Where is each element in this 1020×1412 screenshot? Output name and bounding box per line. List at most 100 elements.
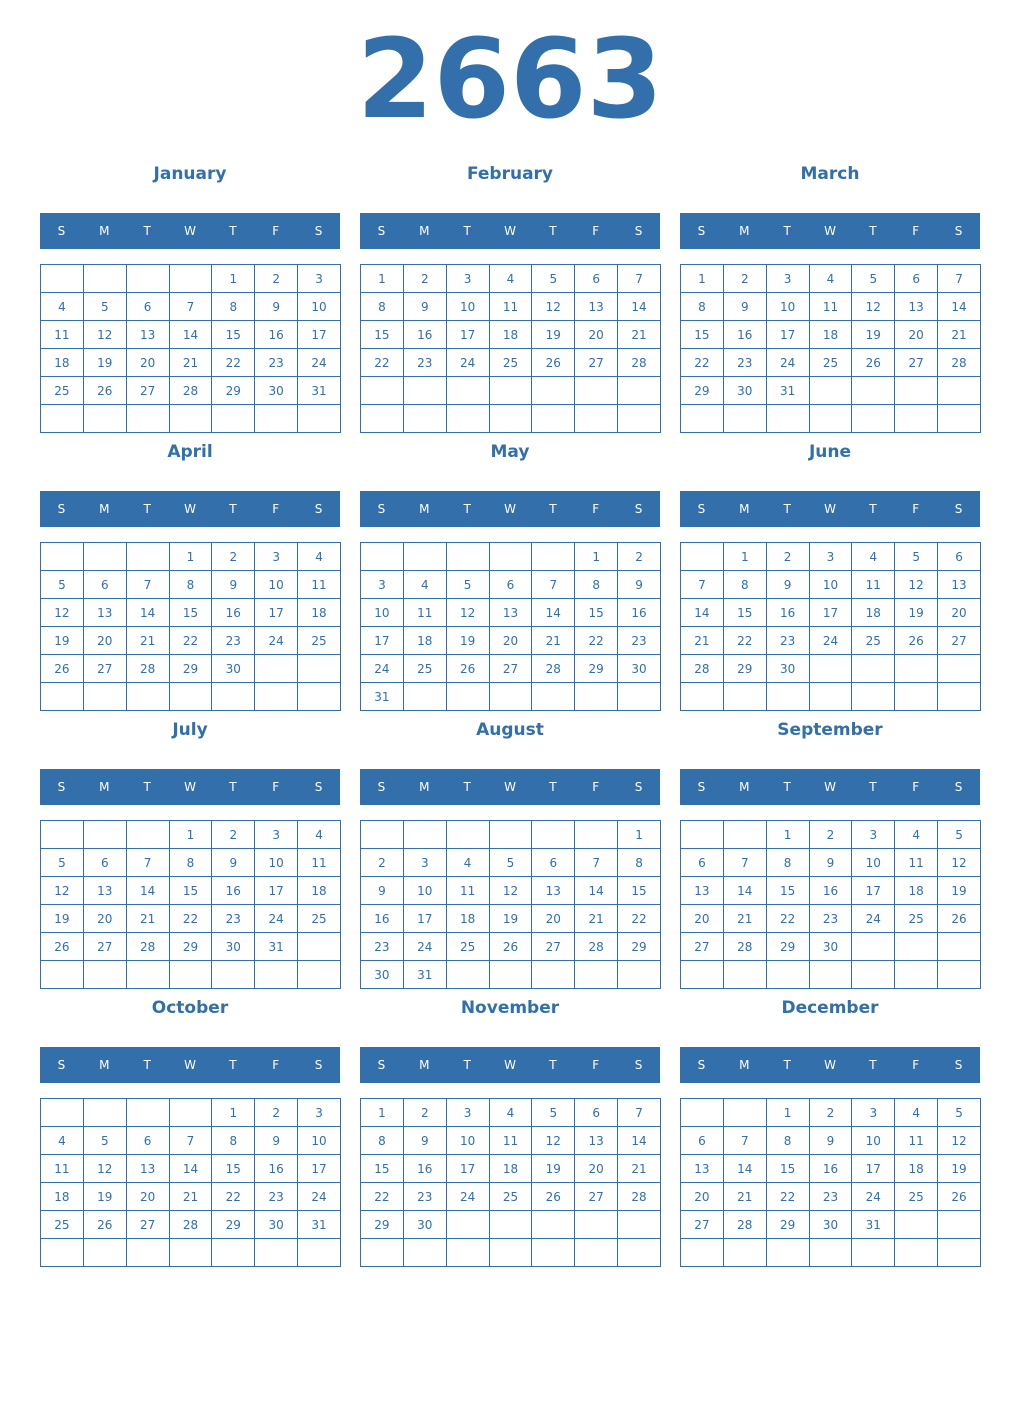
day-cell: 30 — [808, 932, 853, 961]
day-cell — [40, 960, 84, 989]
day-cell: 10 — [851, 1126, 896, 1155]
day-cell: 12 — [937, 1126, 981, 1155]
day-cell — [40, 820, 84, 849]
day-cell: 25 — [40, 376, 84, 405]
day-cell: 12 — [937, 848, 981, 877]
day-cell — [168, 264, 213, 293]
day-cell: 19 — [488, 904, 533, 933]
day-cell — [894, 376, 939, 405]
day-cell — [402, 820, 447, 849]
day-cell — [488, 376, 533, 405]
weekday-label: W — [504, 780, 516, 794]
day-cell: 22 — [360, 1182, 404, 1211]
day-cell: 1 — [360, 1098, 404, 1127]
day-cell: 13 — [488, 598, 533, 627]
day-cell — [851, 682, 896, 711]
day-cell: 2 — [254, 1098, 299, 1127]
day-cell: 5 — [445, 570, 490, 599]
day-cell: 7 — [125, 848, 170, 877]
week-row: 13 14 15 16 17 18 19 — [680, 1154, 981, 1183]
day-cell: 9 — [211, 570, 256, 599]
week-row: 7 8 9 10 11 12 13 — [680, 570, 981, 599]
day-cell: 22 — [722, 626, 767, 655]
day-cell: 8 — [211, 292, 256, 321]
day-cell: 11 — [297, 848, 341, 877]
day-cell — [168, 404, 213, 433]
day-cell — [680, 542, 724, 571]
day-cell: 25 — [488, 1182, 533, 1211]
day-cell — [40, 404, 84, 433]
week-row: 4 5 6 7 8 9 10 — [40, 292, 341, 321]
day-cell — [125, 1098, 170, 1127]
day-cell: 3 — [851, 1098, 896, 1127]
week-row: 23 24 25 26 27 28 29 — [360, 932, 661, 961]
month-title: April — [167, 442, 213, 462]
weekday-label: T — [143, 780, 151, 794]
day-cell: 4 — [894, 820, 939, 849]
day-cell — [445, 404, 490, 433]
day-cell: 30 — [211, 932, 256, 961]
day-cell: 27 — [125, 1210, 170, 1239]
day-cell: 4 — [808, 264, 853, 293]
week-row — [680, 682, 981, 711]
week-row: 26 27 28 29 30 — [40, 654, 341, 683]
day-cell: 2 — [402, 264, 447, 293]
day-cell — [894, 932, 939, 961]
day-cell: 16 — [808, 876, 853, 905]
day-cell: 18 — [488, 1154, 533, 1183]
weekday-label: M — [99, 224, 110, 238]
day-cell — [125, 682, 170, 711]
day-cell: 6 — [531, 848, 576, 877]
day-cell: 9 — [808, 848, 853, 877]
day-cell: 3 — [297, 264, 341, 293]
week-row — [680, 960, 981, 989]
day-cell — [574, 682, 619, 711]
weekday-label: F — [912, 224, 920, 238]
day-cell: 20 — [82, 626, 127, 655]
day-cell: 14 — [617, 292, 661, 321]
day-cell: 26 — [445, 654, 490, 683]
month-february: February S M T W T F S 1 2 3 4 5 6 7 8 9 10 11 12 13 14 15 16 17… — [360, 156, 661, 433]
weekday-label: W — [824, 780, 836, 794]
day-cell: 1 — [168, 542, 213, 571]
day-cell — [445, 682, 490, 711]
day-cell: 31 — [402, 960, 447, 989]
day-cell: 5 — [937, 1098, 981, 1127]
week-row: 22 23 24 25 26 27 28 — [680, 348, 981, 377]
day-cell: 26 — [40, 654, 84, 683]
day-cell: 12 — [851, 292, 896, 321]
day-cell: 13 — [125, 1154, 170, 1183]
day-cell: 7 — [722, 848, 767, 877]
day-cell: 1 — [360, 264, 404, 293]
day-cell — [82, 1238, 127, 1267]
day-cell: 22 — [574, 626, 619, 655]
day-cell: 5 — [40, 848, 84, 877]
weekday-label: T — [463, 1058, 471, 1072]
day-cell: 14 — [722, 1154, 767, 1183]
weekday-label: T — [549, 224, 557, 238]
weekday-label: S — [697, 1058, 706, 1072]
week-row: 1 — [360, 820, 661, 849]
week-row — [40, 960, 341, 989]
day-cell — [574, 1210, 619, 1239]
day-cell — [488, 1210, 533, 1239]
day-cell — [402, 1238, 447, 1267]
day-cell: 16 — [808, 1154, 853, 1183]
day-cell: 2 — [808, 1098, 853, 1127]
day-cell: 14 — [531, 598, 576, 627]
day-cell: 26 — [531, 1182, 576, 1211]
day-cell: 30 — [808, 1210, 853, 1239]
weekday-label: W — [184, 502, 196, 516]
day-cell: 11 — [488, 292, 533, 321]
day-cell — [125, 264, 170, 293]
day-cell — [82, 820, 127, 849]
day-cell: 9 — [722, 292, 767, 321]
month-title: October — [151, 998, 229, 1018]
day-cell: 21 — [722, 1182, 767, 1211]
week-row — [40, 1238, 341, 1267]
day-cell: 30 — [254, 376, 299, 405]
day-cell — [722, 820, 767, 849]
day-cell — [297, 960, 341, 989]
